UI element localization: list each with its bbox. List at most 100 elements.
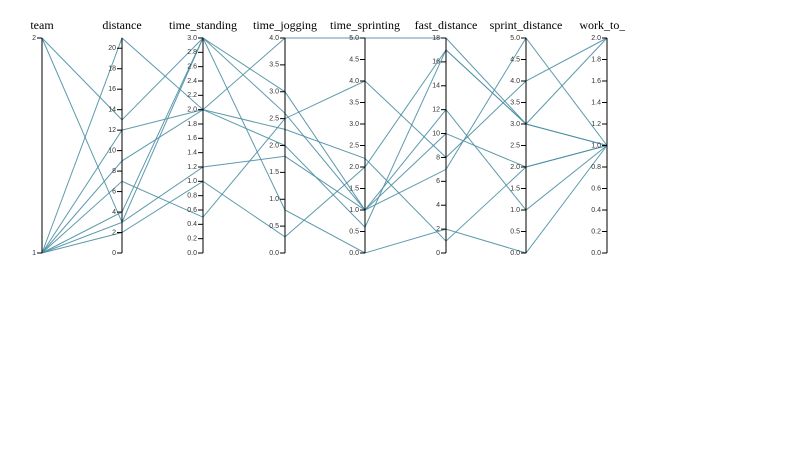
tick-label: 5.0 <box>510 35 520 42</box>
tick-label: 2 <box>436 226 440 233</box>
tick-label: 1.4 <box>187 150 197 157</box>
tick-label: 1.0 <box>187 178 197 185</box>
tick-label: 4.0 <box>269 35 279 42</box>
tick-label: 0.0 <box>187 250 197 257</box>
tick-label: 16 <box>108 86 116 93</box>
tick-label: 3.0 <box>269 89 279 96</box>
tick-label: 2.4 <box>187 78 197 85</box>
tick-label: 0.4 <box>187 221 197 228</box>
axis-label: work_to_re <box>579 18 625 32</box>
tick-label: 3.0 <box>510 121 520 128</box>
axes: team12distance02468101214161820time_stan… <box>30 18 625 257</box>
tick-label: 3.5 <box>510 99 520 106</box>
tick-label: 0.0 <box>269 250 279 257</box>
tick-label: 0.8 <box>591 164 601 171</box>
tick-label: 16 <box>432 59 440 66</box>
tick-label: 2.8 <box>187 49 197 56</box>
tick-label: 1.6 <box>187 135 197 142</box>
tick-label: 2 <box>32 35 36 42</box>
tick-label: 14 <box>432 83 440 90</box>
record-line <box>41 49 608 254</box>
axis-label: distance <box>102 18 141 32</box>
tick-label: 1.2 <box>187 164 197 171</box>
axis-label: time_standing <box>169 18 237 32</box>
tick-label: 1.8 <box>187 121 197 128</box>
axis-label: time_sprinting <box>330 18 400 32</box>
tick-label: 8 <box>112 168 116 175</box>
tick-label: 1 <box>32 250 36 257</box>
tick-label: 14 <box>108 107 116 114</box>
tick-label: 3.0 <box>349 121 359 128</box>
tick-label: 4.0 <box>510 78 520 85</box>
tick-label: 0 <box>112 250 116 257</box>
record-line <box>41 37 608 224</box>
tick-label: 1.0 <box>591 142 601 149</box>
record-line <box>41 37 608 211</box>
tick-label: 4.0 <box>349 78 359 85</box>
axis-fast_distance: fast_distance 0 2 4 6 8 10 12 14 16 18 <box>415 18 478 257</box>
tick-label: 4.5 <box>349 56 359 63</box>
tick-label: 2.5 <box>349 142 359 149</box>
parallel-coordinates-chart: team12distance02468101214161820time_stan… <box>30 18 625 257</box>
tick-label: 1.0 <box>349 207 359 214</box>
tick-label: 2.0 <box>187 107 197 114</box>
tick-label: 0.5 <box>349 228 359 235</box>
axis-label: fast_distance <box>415 18 478 32</box>
axis-time_sprinting: time_sprinting 0.0 0.5 1.0 1.5 2.0 2.5 3.0 3.5 4.… <box>330 18 400 257</box>
tick-label: 6 <box>112 188 116 195</box>
tick-label: 6 <box>436 178 440 185</box>
tick-label: 10 <box>432 130 440 137</box>
tick-label: 1.5 <box>269 169 279 176</box>
tick-label: 2.0 <box>349 164 359 171</box>
tick-label: 1.0 <box>510 207 520 214</box>
tick-label: 5.0 <box>349 35 359 42</box>
axis-time_jogging: time_jogging 0.0 0.5 1.0 1.5 2.0 2.5 3.0 3.5 4.0 <box>253 18 317 257</box>
record-line <box>41 36 608 254</box>
tick-label: 0.5 <box>269 223 279 230</box>
tick-label: 2.5 <box>269 115 279 122</box>
tick-label: 2.0 <box>591 35 601 42</box>
tick-label: 1.6 <box>591 78 601 85</box>
tick-label: 0.2 <box>591 228 601 235</box>
tick-label: 0.6 <box>187 207 197 214</box>
tick-label: 4.5 <box>510 56 520 63</box>
tick-label: 2.2 <box>187 92 197 99</box>
tick-label: 2.6 <box>187 64 197 71</box>
tick-label: 2.5 <box>510 142 520 149</box>
tick-label: 10 <box>108 147 116 154</box>
tick-label: 12 <box>108 127 116 134</box>
tick-label: 0.4 <box>591 207 601 214</box>
axis-label: time_jogging <box>253 18 317 32</box>
tick-label: 1.4 <box>591 99 601 106</box>
tick-label: 3.5 <box>349 99 359 106</box>
axis-time_standing: time_standing 0.0 0.2 0.4 0.6 0.8 1.0 1.2 1.4 1.6… <box>169 18 237 257</box>
record-line <box>41 37 608 254</box>
tick-label: 1.0 <box>269 196 279 203</box>
tick-label: 0.8 <box>187 193 197 200</box>
tick-label: 12 <box>432 107 440 114</box>
tick-label: 0.6 <box>591 185 601 192</box>
tick-label: 0.0 <box>349 250 359 257</box>
tick-label: 0.0 <box>510 250 520 257</box>
tick-label: 1.8 <box>591 56 601 63</box>
tick-label: 3.0 <box>187 35 197 42</box>
record-line <box>41 37 608 254</box>
tick-label: 1.2 <box>591 121 601 128</box>
tick-label: 2 <box>112 229 116 236</box>
tick-label: 0.5 <box>510 228 520 235</box>
tick-label: 0.2 <box>187 236 197 243</box>
axis-team: team 1 2 <box>30 18 54 257</box>
axis-label: sprint_distance <box>490 18 563 32</box>
tick-label: 18 <box>108 66 116 73</box>
tick-label: 4 <box>436 202 440 209</box>
axis-label: team <box>30 18 54 32</box>
record-lines <box>41 36 608 254</box>
record-line <box>41 37 608 254</box>
tick-label: 18 <box>432 35 440 42</box>
tick-label: 2.0 <box>510 164 520 171</box>
record-line <box>41 37 608 254</box>
tick-label: 1.5 <box>349 185 359 192</box>
axis-sprint_distance: sprint_distance 0.0 0.5 1.0 1.5 2.0 2.5 3.0 3.5 4… <box>490 18 563 257</box>
tick-label: 8 <box>436 154 440 161</box>
tick-label: 0.0 <box>591 250 601 257</box>
